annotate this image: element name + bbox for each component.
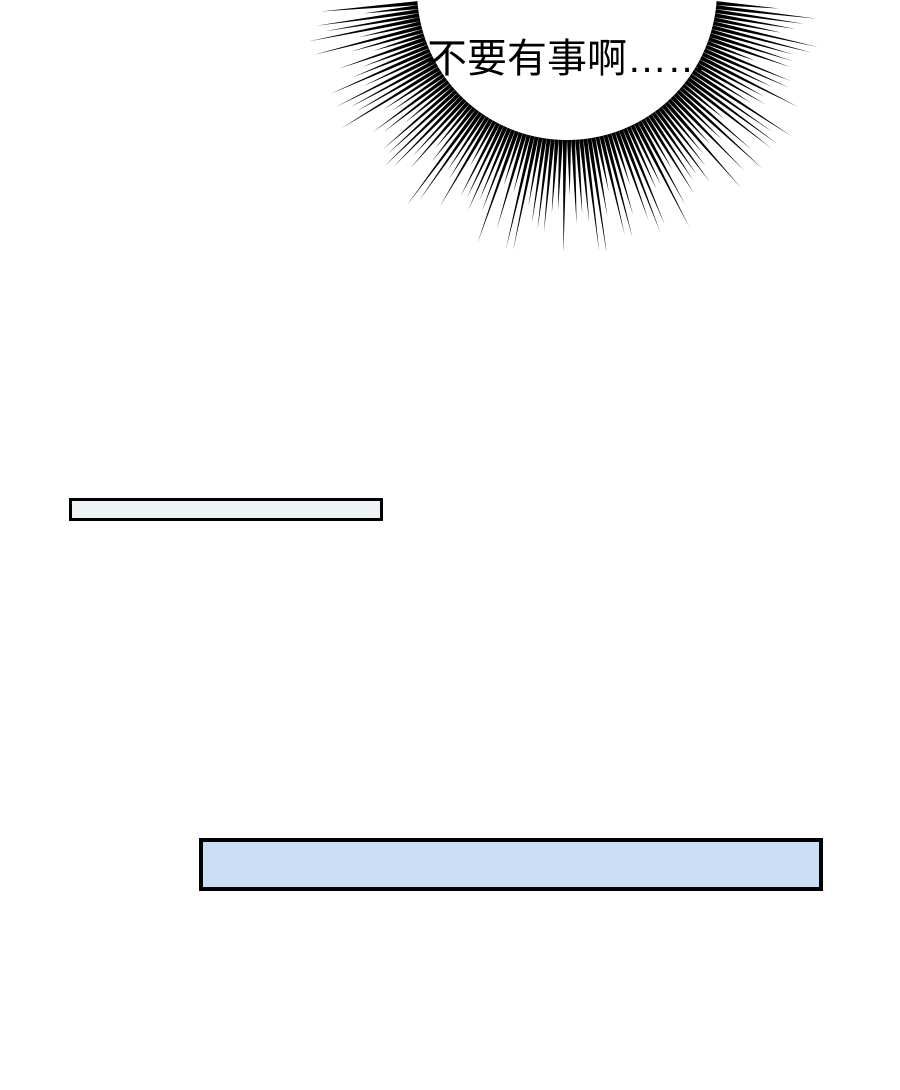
large-bar xyxy=(199,838,823,891)
comic-panel: 不要有事啊…… xyxy=(0,0,900,1090)
speech-text: 不要有事啊…… xyxy=(427,26,707,84)
small-bar xyxy=(69,498,383,521)
